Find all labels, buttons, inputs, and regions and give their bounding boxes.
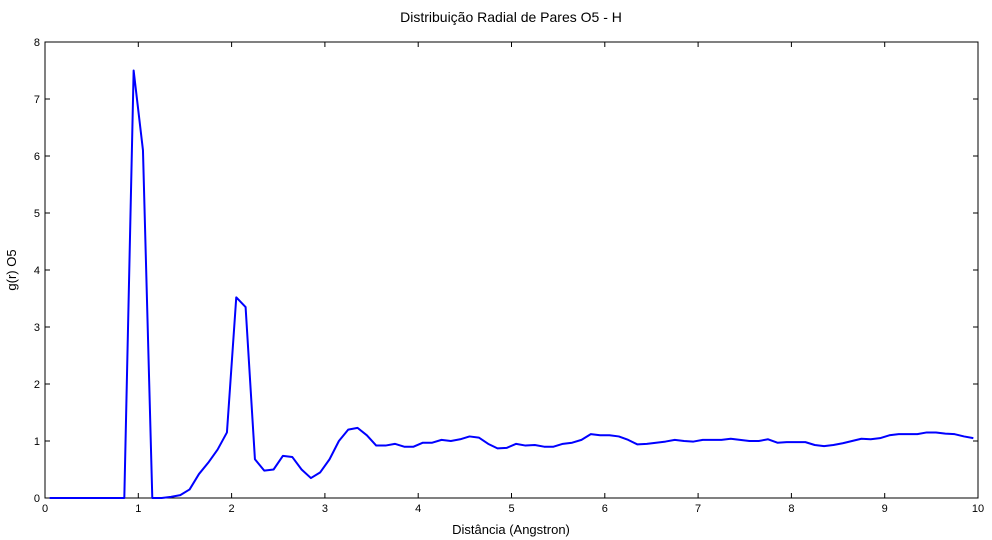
- x-tick-label: 3: [322, 503, 328, 515]
- x-tick-label: 1: [135, 503, 141, 515]
- chart-title: Distribuição Radial de Pares O5 - H: [400, 9, 622, 25]
- x-tick-label: 10: [972, 503, 984, 515]
- y-tick-label: 7: [34, 94, 40, 106]
- x-tick-label: 2: [229, 503, 235, 515]
- y-tick-label: 6: [34, 151, 40, 163]
- x-tick-label: 9: [882, 503, 888, 515]
- y-tick-label: 0: [34, 493, 40, 505]
- y-axis-label: g(r) O5: [4, 249, 19, 290]
- y-tick-label: 5: [34, 208, 40, 220]
- x-axis-label: Distância (Angstron): [452, 522, 570, 537]
- y-tick-label: 1: [34, 436, 40, 448]
- y-tick-label: 3: [34, 322, 40, 334]
- y-tick-label: 2: [34, 379, 40, 391]
- x-tick-label: 5: [508, 503, 514, 515]
- data-line: [49, 69, 974, 499]
- x-tick-label: 4: [415, 503, 421, 515]
- y-tick-label: 4: [34, 265, 40, 277]
- x-tick-label: 8: [788, 503, 794, 515]
- y-tick-label: 8: [34, 37, 40, 49]
- x-tick-label: 7: [695, 503, 701, 515]
- x-tick-label: 6: [602, 503, 608, 515]
- x-tick-label: 0: [42, 503, 48, 515]
